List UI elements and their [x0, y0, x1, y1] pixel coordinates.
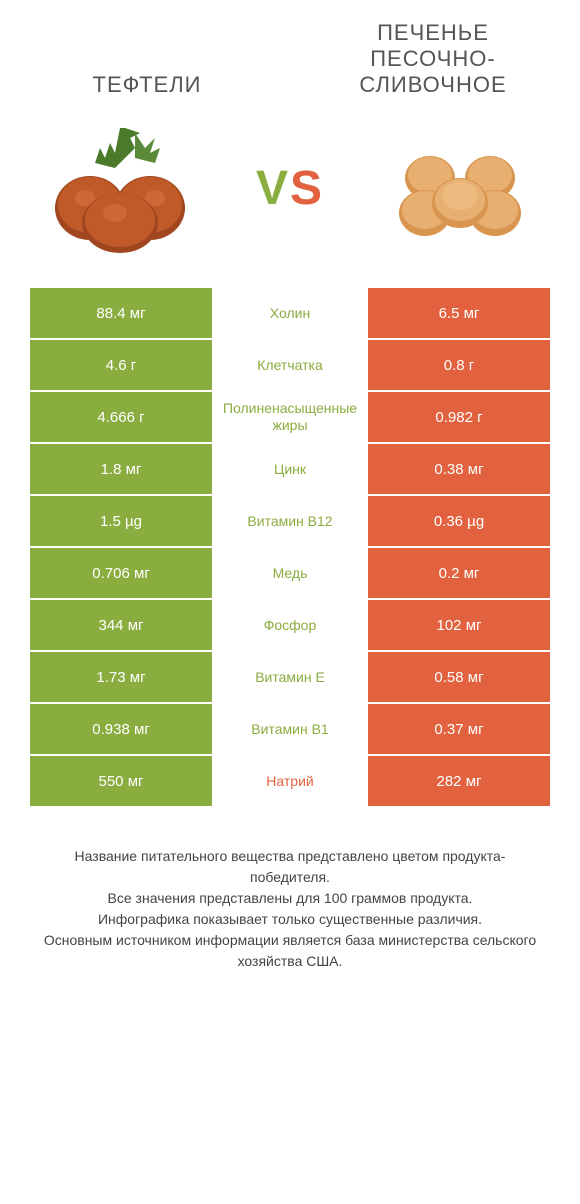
right-value-cell: 0.58 мг — [368, 652, 550, 702]
nutrient-label-cell: Витамин B1 — [212, 704, 368, 754]
left-value-cell: 344 мг — [30, 600, 212, 650]
footer-line-2: Все значения представлены для 100 граммо… — [40, 888, 540, 909]
table-row: 1.73 мгВитамин E0.58 мг — [30, 652, 550, 702]
table-row: 0.938 мгВитамин B10.37 мг — [30, 704, 550, 754]
right-value-cell: 0.8 г — [368, 340, 550, 390]
left-value-cell: 1.5 µg — [30, 496, 212, 546]
left-value-cell: 4.666 г — [30, 392, 212, 442]
nutrient-label-cell: Медь — [212, 548, 368, 598]
right-value-cell: 0.982 г — [368, 392, 550, 442]
table-row: 4.6 гКлетчатка0.8 г — [30, 340, 550, 390]
left-value-cell: 0.706 мг — [30, 548, 212, 598]
right-value-cell: 0.37 мг — [368, 704, 550, 754]
left-value-cell: 4.6 г — [30, 340, 212, 390]
table-row: 1.8 мгЦинк0.38 мг — [30, 444, 550, 494]
left-value-cell: 88.4 мг — [30, 288, 212, 338]
table-row: 0.706 мгМедь0.2 мг — [30, 548, 550, 598]
infographic-container: ТЕФТЕЛИ ПЕЧЕНЬЕ ПЕСОЧНО-СЛИВОЧНОЕ — [0, 0, 580, 992]
left-value-cell: 550 мг — [30, 756, 212, 806]
right-value-cell: 0.38 мг — [368, 444, 550, 494]
nutrient-label-cell: Клетчатка — [212, 340, 368, 390]
right-value-cell: 0.2 мг — [368, 548, 550, 598]
nutrient-label-cell: Витамин B12 — [212, 496, 368, 546]
table-row: 4.666 гПолиненасыщенные жиры0.982 г — [30, 392, 550, 442]
right-food-title: ПЕЧЕНЬЕ ПЕСОЧНО-СЛИВОЧНОЕ — [316, 20, 550, 98]
nutrition-table: 88.4 мгХолин6.5 мг4.6 гКлетчатка0.8 г4.6… — [30, 288, 550, 806]
nutrient-label-cell: Холин — [212, 288, 368, 338]
header-row: ТЕФТЕЛИ ПЕЧЕНЬЕ ПЕСОЧНО-СЛИВОЧНОЕ — [30, 20, 550, 98]
footer-line-1: Название питательного вещества представл… — [40, 846, 540, 888]
left-food-title: ТЕФТЕЛИ — [30, 72, 264, 98]
table-row: 1.5 µgВитамин B120.36 µg — [30, 496, 550, 546]
cookies-icon — [370, 118, 550, 258]
nutrient-label-cell: Цинк — [212, 444, 368, 494]
meatballs-icon — [30, 118, 210, 258]
footer-line-4: Основным источником информации является … — [40, 930, 540, 972]
nutrient-label-cell: Фосфор — [212, 600, 368, 650]
right-value-cell: 6.5 мг — [368, 288, 550, 338]
nutrient-label-cell: Полиненасыщенные жиры — [212, 392, 368, 442]
right-value-cell: 282 мг — [368, 756, 550, 806]
vs-s: S — [290, 162, 324, 215]
footer-notes: Название питательного вещества представл… — [30, 846, 550, 972]
nutrient-label-cell: Натрий — [212, 756, 368, 806]
nutrient-label-cell: Витамин E — [212, 652, 368, 702]
right-value-cell: 0.36 µg — [368, 496, 550, 546]
food-images-row: VS — [30, 118, 550, 258]
left-value-cell: 1.8 мг — [30, 444, 212, 494]
footer-line-3: Инфографика показывает только существенн… — [40, 909, 540, 930]
table-row: 344 мгФосфор102 мг — [30, 600, 550, 650]
table-row: 88.4 мгХолин6.5 мг — [30, 288, 550, 338]
vs-label: VS — [256, 161, 324, 216]
table-row: 550 мгНатрий282 мг — [30, 756, 550, 806]
right-value-cell: 102 мг — [368, 600, 550, 650]
left-value-cell: 1.73 мг — [30, 652, 212, 702]
vs-v: V — [256, 162, 290, 215]
left-value-cell: 0.938 мг — [30, 704, 212, 754]
